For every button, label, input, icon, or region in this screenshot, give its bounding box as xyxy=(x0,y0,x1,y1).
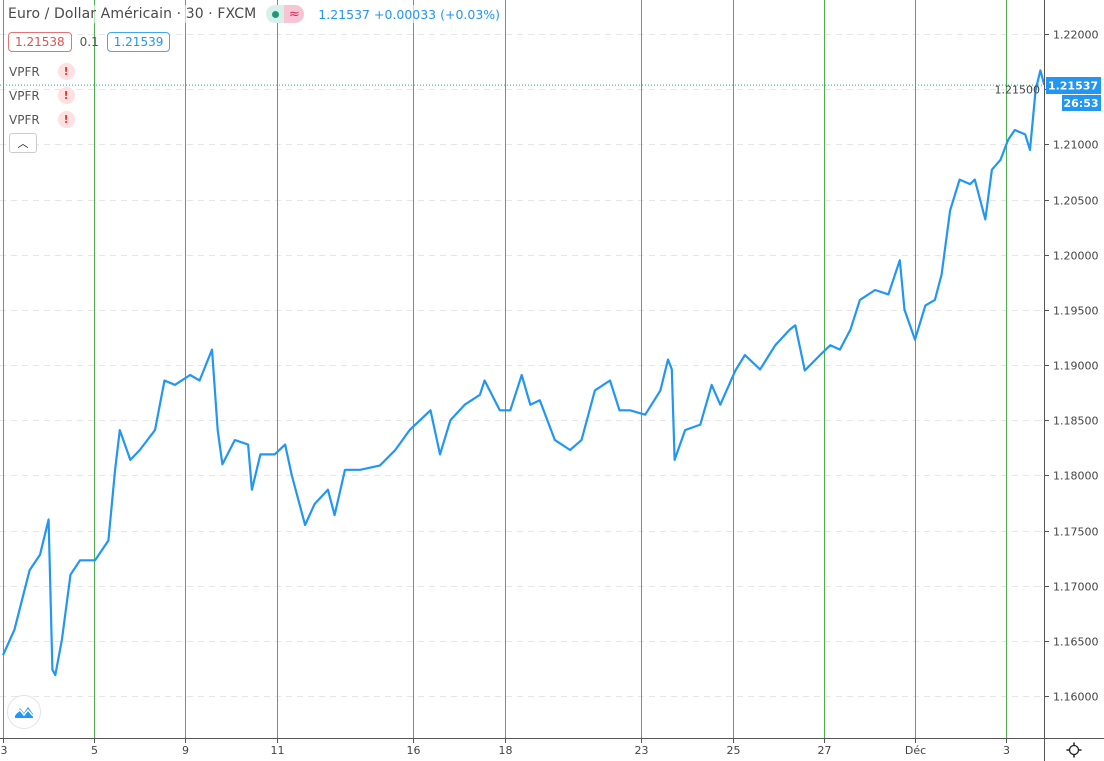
grid-lines xyxy=(0,34,1044,697)
time-tick-label: 25 xyxy=(727,744,741,757)
last-price-badge: 1.21537 26:53 xyxy=(1046,77,1101,111)
time-tick-label: 11 xyxy=(271,744,285,757)
price-tick-label: 1.20000 xyxy=(1053,250,1099,263)
symbol-title[interactable]: Euro / Dollar Américain · 30 · FXCM xyxy=(8,6,257,22)
price-tick-label: 1.21500 xyxy=(995,84,1041,97)
indicator-vpfr-2[interactable]: VPFR ! xyxy=(9,87,75,104)
buy-button[interactable]: 1.21539 xyxy=(106,32,171,52)
time-tick-label: 5 xyxy=(91,744,98,757)
price-axis: 1.22000 1.21500 1.21000 1.20500 1.20000 1.195… xyxy=(995,29,1099,704)
sell-button[interactable]: 1.21538 xyxy=(8,32,72,52)
time-tick-label: Déc xyxy=(905,744,926,757)
status-pill[interactable]: ≈ xyxy=(266,5,305,23)
price-tick-label: 1.18000 xyxy=(1053,470,1099,483)
bar-countdown: 26:53 xyxy=(1063,97,1098,110)
price-tick-label: 1.18500 xyxy=(1053,415,1099,428)
chevron-up-icon: ︿ xyxy=(17,137,29,150)
price-tick-label: 1.16500 xyxy=(1053,636,1099,649)
last-price-label: 1.21537 xyxy=(1048,80,1098,93)
session-lines xyxy=(3,0,1007,738)
price-tick-label: 1.17500 xyxy=(1053,526,1099,539)
price-tick-label: 1.17000 xyxy=(1053,581,1099,594)
market-open-icon xyxy=(266,5,285,23)
price-change: +0.00033 (+0.03%) xyxy=(373,6,501,22)
time-tick-label: 18 xyxy=(499,744,513,757)
error-icon[interactable]: ! xyxy=(57,63,75,80)
indicator-vpfr-1[interactable]: VPFR ! xyxy=(9,63,75,80)
collapse-indicators-button[interactable]: ︿ xyxy=(9,133,37,153)
price-tick-label: 1.19000 xyxy=(1053,360,1099,373)
price-series-line xyxy=(1,69,1046,677)
tradingview-logo[interactable] xyxy=(7,695,41,729)
indicator-vpfr-3[interactable]: VPFR ! xyxy=(9,111,75,128)
time-tick-label: 3 xyxy=(1003,744,1010,757)
price-tick-label: 1.20500 xyxy=(1053,195,1099,208)
time-tick-label: 23 xyxy=(635,744,649,757)
price-tick-label: 1.21000 xyxy=(1053,139,1099,152)
logo-icon xyxy=(14,707,34,718)
time-axis: 3 5 9 11 16 18 23 25 27 Déc 3 xyxy=(1,738,1010,757)
indicator-label: VPFR xyxy=(9,88,40,103)
error-icon[interactable]: ! xyxy=(57,111,75,128)
price-tick-label: 1.19500 xyxy=(1053,305,1099,318)
time-tick-label: 27 xyxy=(818,744,832,757)
indicator-label: VPFR xyxy=(9,112,40,127)
error-icon[interactable]: ! xyxy=(57,87,75,104)
last-price: 1.21537 +0.00033 (+0.03%) xyxy=(318,6,501,22)
time-tick-label: 16 xyxy=(407,744,421,757)
time-tick-label: 9 xyxy=(182,744,189,757)
approx-wave-icon: ≈ xyxy=(284,5,305,23)
spread: 0.1 xyxy=(79,35,99,49)
trade-quotes: 1.21538 0.1 1.21539 xyxy=(8,32,171,52)
indicator-label: VPFR xyxy=(9,64,40,79)
price-tick-label: 1.16000 xyxy=(1053,691,1099,704)
symbol-legend: Euro / Dollar Américain · 30 · FXCM ≈ 1.… xyxy=(8,5,501,23)
time-tick-label: 3 xyxy=(1,744,8,757)
settings-gear-icon[interactable] xyxy=(1065,741,1083,759)
price-tick-label: 1.22000 xyxy=(1053,29,1099,42)
